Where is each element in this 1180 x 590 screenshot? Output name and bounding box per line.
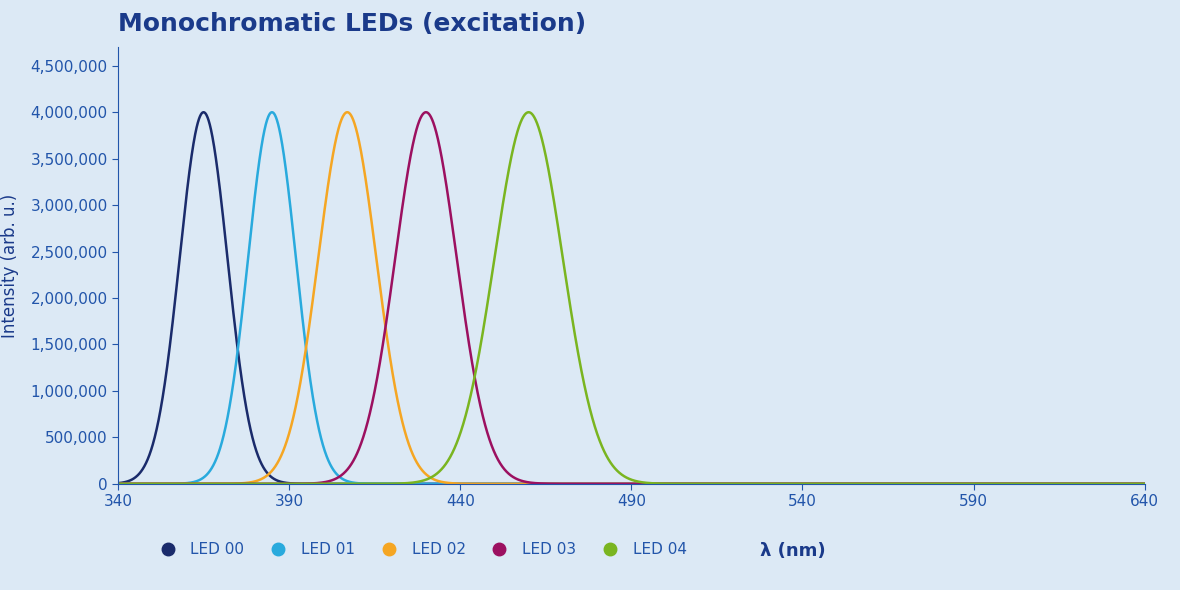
LED 02 — [795, 480, 809, 487]
LED 01 — [295, 307, 309, 314]
LED 02 — [535, 480, 549, 487]
LED 04 — [971, 480, 985, 487]
LED 00 — [197, 109, 211, 116]
LED 00 — [77, 480, 91, 487]
LED 02 — [971, 480, 985, 487]
Line: LED 00: LED 00 — [84, 112, 1180, 484]
LED 03 — [294, 480, 308, 487]
LED 01 — [856, 480, 870, 487]
LED 03 — [77, 480, 91, 487]
Legend: LED 00, LED 01, LED 02, LED 03, LED 04: LED 00, LED 01, LED 02, LED 03, LED 04 — [146, 536, 693, 563]
LED 04 — [1062, 480, 1076, 487]
LED 04 — [795, 480, 809, 487]
LED 03 — [419, 109, 433, 116]
LED 04 — [856, 480, 870, 487]
Y-axis label: Intensity (arb. u.): Intensity (arb. u.) — [1, 194, 19, 337]
LED 03 — [856, 480, 870, 487]
LED 00 — [856, 480, 870, 487]
LED 03 — [1062, 480, 1076, 487]
LED 02 — [1062, 480, 1076, 487]
Line: LED 02: LED 02 — [84, 112, 1180, 484]
LED 00 — [971, 480, 985, 487]
Line: LED 03: LED 03 — [84, 112, 1180, 484]
LED 00 — [795, 480, 809, 487]
LED 00 — [1121, 480, 1135, 487]
LED 03 — [535, 480, 549, 487]
LED 03 — [795, 480, 809, 487]
LED 02 — [856, 480, 870, 487]
LED 01 — [535, 480, 549, 487]
LED 01 — [266, 109, 280, 116]
LED 03 — [971, 480, 985, 487]
LED 04 — [522, 109, 536, 116]
LED 01 — [1062, 480, 1076, 487]
LED 02 — [294, 373, 308, 381]
LED 04 — [535, 135, 549, 142]
LED 00 — [1062, 480, 1076, 487]
Text: λ (nm): λ (nm) — [760, 542, 825, 560]
LED 01 — [77, 480, 91, 487]
Line: LED 04: LED 04 — [84, 112, 1180, 484]
LED 02 — [77, 480, 91, 487]
LED 00 — [295, 480, 309, 487]
Line: LED 01: LED 01 — [84, 112, 1180, 484]
Text: Monochromatic LEDs (excitation): Monochromatic LEDs (excitation) — [118, 12, 586, 35]
LED 04 — [77, 480, 91, 487]
LED 01 — [795, 480, 809, 487]
LED 04 — [294, 480, 308, 487]
LED 02 — [340, 109, 354, 116]
LED 01 — [971, 480, 985, 487]
LED 00 — [535, 480, 549, 487]
